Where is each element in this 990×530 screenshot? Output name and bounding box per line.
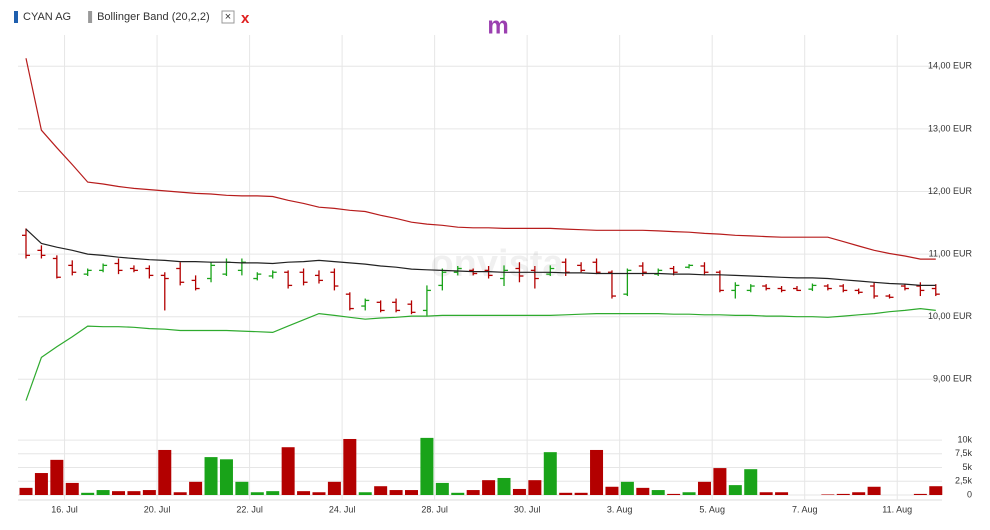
- volume-bar: [651, 490, 665, 495]
- volume-bar: [775, 492, 789, 495]
- volume-bar: [697, 481, 711, 495]
- legend-label: CYAN AG: [23, 11, 71, 23]
- logo: m: [487, 12, 508, 39]
- volume-bar: [405, 490, 418, 495]
- close-box[interactable]: [221, 10, 235, 24]
- volume-bar: [929, 486, 943, 495]
- legend-swatch: [88, 11, 93, 23]
- volume-bar: [728, 485, 742, 495]
- band-line: [25, 307, 936, 401]
- volume-bar: [65, 482, 79, 495]
- volume-bar: [852, 492, 866, 495]
- volume-bar: [142, 490, 156, 495]
- volume-bar: [559, 492, 573, 495]
- y-tick-label: 13,00 EUR: [928, 123, 973, 133]
- volume-bar: [759, 492, 773, 495]
- remove-button[interactable]: x: [241, 10, 250, 27]
- x-tick-label: 28. Jul: [421, 504, 448, 514]
- x-tick-label: 5. Aug: [699, 504, 725, 514]
- y-tick-label: 9,00 EUR: [933, 374, 973, 384]
- volume-bar: [327, 481, 341, 495]
- x-tick-label: 24. Jul: [329, 504, 356, 514]
- volume-bar: [281, 447, 295, 495]
- volume-bar: [266, 491, 280, 495]
- volume-bar: [590, 449, 604, 495]
- volume-bar: [189, 481, 203, 495]
- legend-swatch: [14, 11, 18, 23]
- volume-bar: [96, 490, 110, 495]
- volume-bar: [173, 492, 187, 495]
- x-tick-label: 20. Jul: [144, 504, 171, 514]
- volume-bar: [389, 490, 403, 495]
- watermark: onvista: [430, 243, 564, 285]
- volume-bar: [312, 492, 326, 495]
- volume-bar: [435, 482, 449, 495]
- x-tick-label: 16. Jul: [51, 504, 78, 514]
- x-tick-label: 3. Aug: [607, 504, 633, 514]
- volume-bar: [574, 492, 588, 495]
- y-tick-label: 14,00 EUR: [928, 61, 973, 71]
- volume-bar: [358, 492, 372, 495]
- volume-bar: [235, 481, 249, 495]
- volume-bar: [543, 452, 557, 495]
- volume-bar: [867, 486, 881, 495]
- volume-bar: [374, 486, 388, 495]
- volume-bar: [34, 473, 48, 495]
- band-line: [25, 58, 936, 260]
- plot: 9,00 EUR 10,00 EUR 11,00 EUR 12,00 EUR 13,00…: [14, 11, 972, 514]
- volume-bar: [836, 493, 850, 495]
- volume-bar: [420, 437, 434, 495]
- volume-bar: [744, 469, 758, 495]
- volume-bar: [50, 459, 64, 495]
- x-tick-label: 11. Aug: [882, 504, 912, 514]
- volume-bar: [713, 468, 727, 495]
- legend-label: Bollinger Band (20,2,2): [97, 11, 210, 23]
- volume-bar: [913, 493, 927, 495]
- volume-bar: [497, 477, 511, 495]
- volume-bar: [219, 459, 233, 495]
- volume-bar: [158, 449, 172, 495]
- volume-bar: [19, 487, 33, 495]
- volume-bar: [605, 486, 619, 495]
- volume-bar: [636, 487, 650, 495]
- close-button[interactable]: ×: [225, 11, 231, 23]
- volume-bar: [620, 481, 634, 495]
- volume-bar: [528, 480, 542, 495]
- volume-bar: [297, 491, 311, 495]
- x-tick-label: 30. Jul: [514, 504, 541, 514]
- y-tick-label: 12,00 EUR: [928, 186, 973, 196]
- x-tick-label: 22. Jul: [236, 504, 263, 514]
- volume-bar: [112, 491, 126, 495]
- y-tick-label: 10k: [957, 434, 972, 444]
- volume-bar: [512, 488, 526, 495]
- y-tick-label: 7,5k: [955, 448, 973, 458]
- legend: CYAN AG Bollinger Band (20,2,2): [14, 11, 210, 23]
- volume-bar: [821, 494, 835, 495]
- volume-bar: [667, 493, 681, 495]
- y-tick-label: 5k: [962, 462, 972, 472]
- x-tick-label: 7. Aug: [792, 504, 818, 514]
- volume-bar: [127, 491, 141, 495]
- y-tick-label: 11,00 EUR: [929, 248, 973, 258]
- volume-bar: [482, 480, 496, 495]
- volume-bar: [204, 457, 218, 495]
- volume-bar: [451, 492, 465, 495]
- y-tick-label: 10,00 EUR: [928, 311, 973, 321]
- volume-bar: [466, 490, 480, 495]
- volume-bar: [250, 492, 264, 495]
- band-line: [25, 228, 936, 286]
- y-tick-label: 2,5k: [955, 476, 973, 486]
- volume-bar: [682, 492, 696, 495]
- y-tick-label: 0: [967, 489, 972, 499]
- volume-bar: [343, 438, 357, 495]
- volume-bar: [81, 492, 95, 495]
